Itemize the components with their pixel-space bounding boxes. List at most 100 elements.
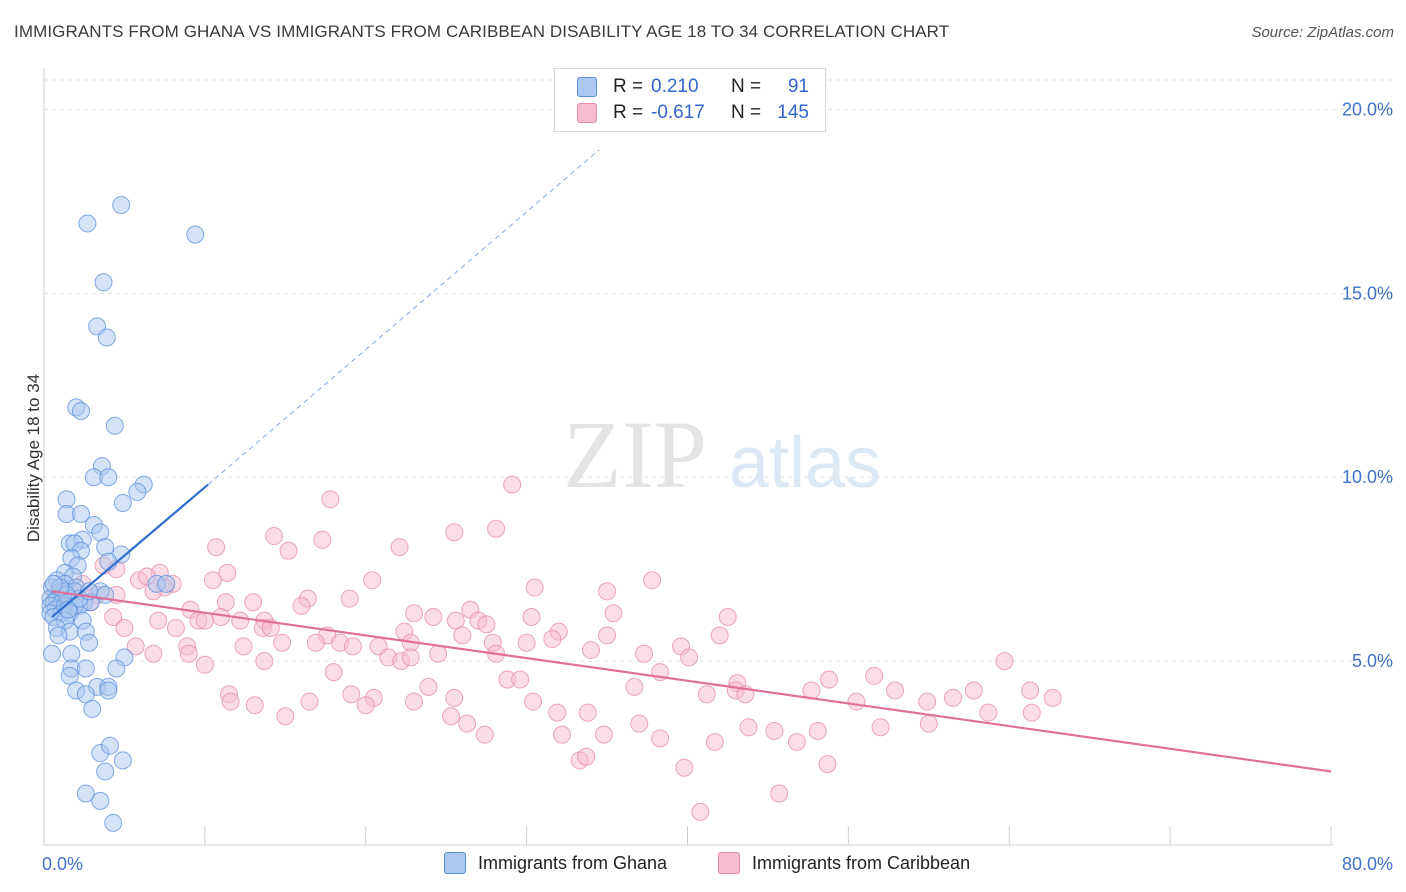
caribbean-point [477, 615, 496, 634]
caribbean-r-label: R = [613, 102, 644, 123]
ghana-n-label: N = [731, 76, 762, 97]
caribbean-point [442, 707, 461, 726]
caribbean-point [179, 644, 198, 663]
caribbean-point [419, 677, 438, 696]
caribbean-legend-label: Immigrants from Caribbean [752, 852, 971, 873]
ghana-point [94, 273, 113, 292]
caribbean-point [203, 571, 222, 590]
y-tick-label: 5.0% [1352, 651, 1393, 671]
ghana-point [80, 633, 99, 652]
watermark-zip: ZIP [563, 401, 707, 508]
caribbean-point [218, 563, 237, 582]
caribbean-swatch [577, 103, 597, 123]
ghana-point [99, 468, 118, 487]
caribbean-n-value: 145 [777, 102, 809, 123]
series-legend-caribbean[interactable]: Immigrants from Caribbean [718, 852, 970, 874]
caribbean-trend-line [51, 590, 1332, 773]
ghana-point [99, 552, 118, 571]
caribbean-n-label: N = [731, 102, 762, 123]
caribbean-point [279, 541, 298, 560]
caribbean-point [943, 688, 962, 707]
ghana-point [96, 538, 115, 557]
axes: 5.0% 10.0% 15.0% 20.0% 0.0% 80.0% [42, 68, 1393, 874]
ghana-r-label: R = [613, 76, 644, 97]
caribbean-point [995, 652, 1014, 671]
caribbean-point [630, 714, 649, 733]
y-tick-label: 15.0% [1342, 283, 1393, 303]
caribbean-point [594, 725, 613, 744]
ghana-point [186, 225, 205, 244]
caribbean-legend-swatch [718, 852, 740, 874]
caribbean-point [405, 692, 424, 711]
caribbean-point [265, 527, 284, 546]
caribbean-point [363, 571, 382, 590]
caribbean-point [643, 571, 662, 590]
ghana-point [49, 626, 68, 645]
ghana-point [83, 699, 102, 718]
caribbean-point [517, 633, 536, 652]
ghana-point [157, 574, 176, 593]
ghana-point [97, 328, 116, 347]
caribbean-point [847, 692, 866, 711]
ghana-point [78, 214, 97, 233]
ghana-legend-label: Immigrants from Ghana [478, 852, 668, 873]
caribbean-point [356, 696, 375, 715]
ghana-point [128, 482, 147, 501]
caribbean-point [1021, 681, 1040, 700]
series-legend-ghana[interactable]: Immigrants from Ghana [444, 852, 667, 874]
caribbean-point [245, 696, 264, 715]
ghana-point [105, 416, 124, 435]
ghana-trend-extension [207, 149, 600, 485]
caribbean-point [524, 692, 543, 711]
caribbean-point [276, 707, 295, 726]
caribbean-point [429, 644, 448, 663]
caribbean-point [445, 523, 464, 542]
data-points [41, 196, 1062, 832]
ghana-point [112, 196, 131, 215]
legend-row-ghana: R = 0.210 N = 91 [577, 74, 809, 100]
caribbean-point [405, 604, 424, 623]
caribbean-point [115, 619, 134, 638]
caribbean-point [675, 758, 694, 777]
caribbean-point [445, 688, 464, 707]
caribbean-point [765, 721, 784, 740]
ghana-point [76, 659, 95, 678]
y-tick-label: 10.0% [1342, 467, 1393, 487]
caribbean-point [1043, 688, 1062, 707]
caribbean-point [313, 530, 332, 549]
ghana-point [72, 402, 91, 421]
caribbean-point [553, 725, 572, 744]
caribbean-point [918, 692, 937, 711]
caribbean-point [598, 626, 617, 645]
ghana-point [43, 644, 62, 663]
caribbean-point [625, 677, 644, 696]
caribbean-point [273, 633, 292, 652]
caribbean-point [207, 538, 226, 557]
ghana-point [113, 493, 132, 512]
caribbean-point [577, 747, 596, 766]
caribbean-point [424, 607, 443, 626]
caribbean-point [979, 703, 998, 722]
caribbean-point [234, 637, 253, 656]
caribbean-point [820, 670, 839, 689]
caribbean-point [401, 648, 420, 667]
ghana-point [44, 574, 63, 593]
caribbean-point [292, 596, 311, 615]
caribbean-point [718, 607, 737, 626]
caribbean-point [680, 648, 699, 667]
ghana-n-value: 91 [787, 76, 809, 97]
caribbean-point [255, 652, 274, 671]
caribbean-point [697, 685, 716, 704]
ghana-point [76, 784, 95, 803]
caribbean-point [710, 626, 729, 645]
caribbean-point [543, 630, 562, 649]
caribbean-point [1022, 703, 1041, 722]
watermark: ZIP atlas [563, 401, 881, 508]
legend-row-caribbean: R = -0.617 N = 145 [577, 100, 809, 126]
series-legend: Immigrants from Ghana Immigrants from Ca… [0, 852, 1406, 878]
caribbean-point [300, 692, 319, 711]
chart-title: IMMIGRANTS FROM GHANA VS IMMIGRANTS FROM… [14, 22, 950, 41]
gridlines [44, 79, 1394, 662]
ghana-point [91, 791, 110, 810]
caribbean-point [390, 538, 409, 557]
